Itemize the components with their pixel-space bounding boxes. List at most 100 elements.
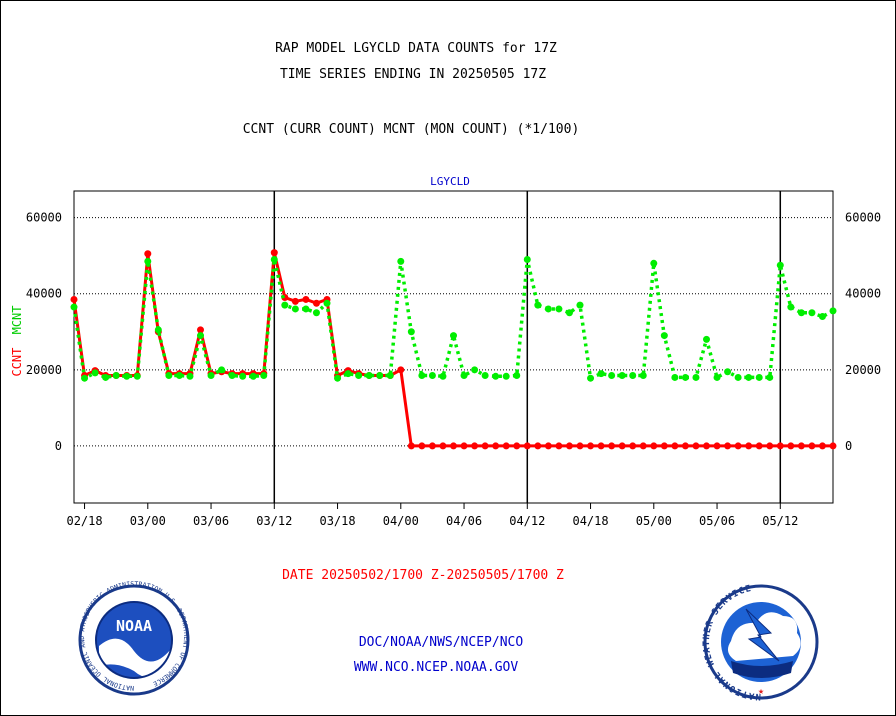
chart-subtitle: CCNT (CURR COUNT) MCNT (MON COUNT) (*1/1… [243,122,580,137]
data-point-ccnt [597,442,605,450]
data-point-ccnt [829,442,837,450]
data-point-ccnt [650,442,658,450]
data-point-mcnt [207,372,215,380]
data-point-ccnt [144,250,152,258]
footer-link-doc[interactable]: DOC/NOAA/NWS/NCEP/NCO [359,635,524,650]
data-point-mcnt [618,372,626,380]
data-point-mcnt [766,373,774,381]
date-range: DATE 20250502/1700 Z-20250505/1700 Z [282,568,564,583]
data-point-ccnt [407,442,415,450]
data-point-ccnt [808,442,816,450]
data-point-mcnt [681,373,689,381]
data-point-mcnt [502,372,510,380]
data-point-ccnt [608,442,616,450]
noaa-logo-text: NOAA [116,617,152,635]
data-point-ccnt [766,442,774,450]
data-point-mcnt [165,372,173,380]
data-point-mcnt [418,372,426,380]
data-point-mcnt [407,328,415,336]
data-point-mcnt [745,373,753,381]
data-point-mcnt [787,303,795,311]
data-point-mcnt [144,257,152,265]
panel-label: LGYCLD [430,175,470,188]
data-point-ccnt [471,442,479,450]
y-tick-label-left: 20000 [26,363,62,377]
data-point-mcnt [175,372,183,380]
data-point-mcnt [249,372,257,380]
data-point-mcnt [555,305,563,313]
data-point-mcnt [197,332,204,340]
plot-border [73,190,834,504]
data-point-mcnt [650,259,658,267]
data-point-ccnt [818,442,826,450]
data-point-mcnt [660,332,668,340]
data-point-mcnt [818,313,826,321]
data-point-ccnt [544,442,552,450]
x-tick-label: 04/18 [572,514,608,528]
data-point-ccnt [660,442,668,450]
data-point-mcnt [344,370,352,378]
data-point-mcnt [576,301,584,309]
data-point-ccnt [555,442,563,450]
data-point-mcnt [439,372,447,380]
y-tick-label-right: 20000 [845,363,881,377]
data-point-ccnt [681,442,689,450]
data-point-mcnt [154,326,162,334]
x-tick-label: 03/06 [193,514,229,528]
data-point-mcnt [376,372,384,380]
data-point-mcnt [492,372,500,380]
data-point-ccnt [523,442,531,450]
y-tick-label-right: 0 [845,439,852,453]
x-tick-label: 04/00 [383,514,419,528]
data-point-mcnt [112,372,120,380]
data-point-ccnt [397,366,405,374]
data-point-mcnt [565,309,573,317]
data-point-ccnt [703,442,710,450]
data-point-mcnt [355,372,363,380]
data-point-ccnt [312,299,320,307]
data-point-mcnt [734,373,742,381]
data-point-ccnt [291,297,299,305]
data-point-ccnt [787,442,795,450]
data-point-ccnt [439,442,447,450]
data-point-ccnt [639,442,647,450]
data-point-ccnt [70,295,78,303]
footer-link-www[interactable]: WWW.NCO.NCEP.NOAA.GOV [354,660,519,675]
x-tick-label: 02/18 [66,514,102,528]
series-line-ccnt [72,251,833,448]
data-point-ccnt [302,295,310,303]
data-point-ccnt [481,442,489,450]
data-point-mcnt [334,374,342,382]
data-point-mcnt [450,332,457,340]
y-axis-label-mcnt: MCNT [10,305,24,334]
data-point-mcnt [513,372,521,380]
data-point-mcnt [70,303,78,311]
data-point-ccnt [724,442,732,450]
data-point-mcnt [587,374,595,382]
data-point-ccnt [418,442,426,450]
data-point-mcnt [302,305,310,313]
data-point-mcnt [713,373,721,381]
data-point-mcnt [397,257,405,265]
noaa-logo: NATIONAL OCEANIC AND ATMOSPHERIC ADMINIS… [78,580,190,696]
data-point-mcnt [724,368,732,376]
data-point-mcnt [808,309,816,317]
data-point-mcnt [703,335,710,343]
data-point-mcnt [312,309,320,317]
y-tick-label-left: 60000 [26,211,62,225]
data-point-ccnt [755,442,763,450]
nws-logo: NATIONAL WEATHER SERVICE ★ [702,584,819,701]
data-point-mcnt [260,372,268,380]
chart-title-line1: RAP MODEL LGYCLD DATA COUNTS for 17Z [275,41,557,56]
data-point-ccnt [745,442,753,450]
data-point-mcnt [218,366,226,374]
data-point-ccnt [734,442,742,450]
data-point-mcnt [102,373,110,381]
data-point-mcnt [471,366,479,374]
x-tick-label: 03/18 [319,514,355,528]
chart-title-line2: TIME SERIES ENDING IN 20250505 17Z [280,67,546,82]
data-point-ccnt [629,442,637,450]
data-point-mcnt [270,255,278,263]
data-point-mcnt [123,372,131,380]
